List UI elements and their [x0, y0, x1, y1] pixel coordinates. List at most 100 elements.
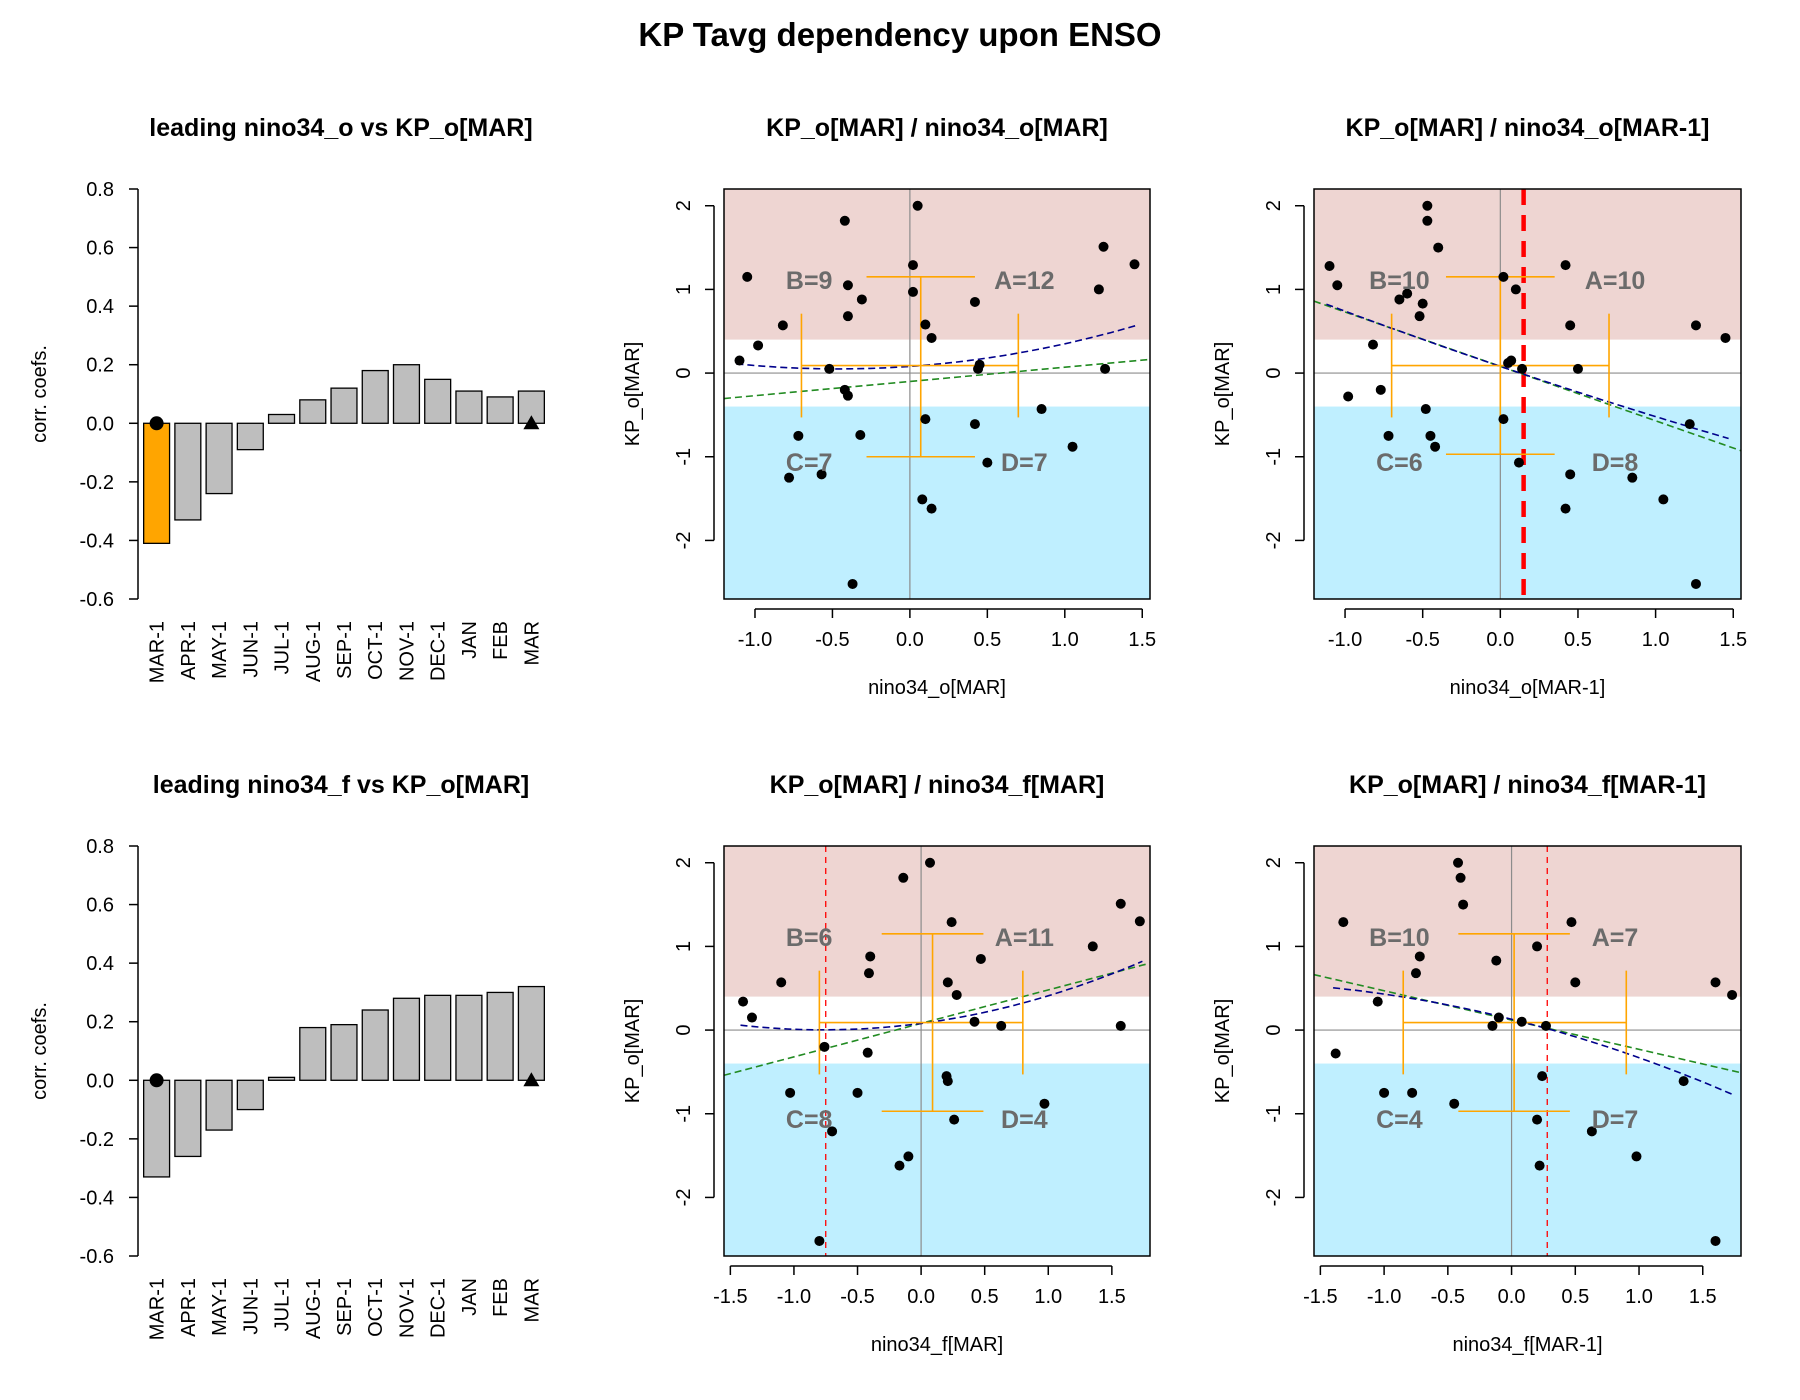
plot-area — [724, 846, 1150, 1256]
y-tick-label: -1 — [1263, 448, 1285, 466]
data-point — [734, 355, 745, 366]
quadratic-fit — [736, 324, 1138, 370]
x-tick-label: SEP-1 — [334, 621, 356, 679]
data-point — [1100, 363, 1111, 374]
x-tick-label: -0.5 — [815, 629, 849, 651]
x-tick-label: 0.0 — [1498, 1286, 1526, 1308]
panel-title: KP_o[MAR] / nino34_o[MAR] — [766, 114, 1108, 142]
y-tick-label: 0.4 — [86, 296, 114, 318]
x-tick-label: MAY-1 — [209, 1278, 231, 1336]
y-tick-label: 1 — [1263, 284, 1285, 295]
y-tick-label: -0.4 — [80, 1187, 114, 1209]
data-point — [746, 1012, 757, 1023]
panel-6: KP_o[MAR] / nino34_f[MAR-1] A=7 B=10 C=4 D=7… — [1212, 771, 1742, 1356]
y-tick-label: -2 — [1263, 1189, 1285, 1207]
panel-3: KP_o[MAR] / nino34_o[MAR-1] A=10 B=10 C=6 D=… — [1212, 114, 1747, 699]
data-point — [1414, 311, 1425, 322]
data-point — [1379, 1087, 1390, 1098]
data-point — [982, 457, 993, 468]
data-point — [1453, 857, 1464, 868]
y-tick-label: 0.8 — [86, 836, 114, 858]
data-point — [816, 469, 827, 480]
data-point — [942, 1076, 953, 1087]
data-point — [969, 296, 980, 307]
panel-2: KP_o[MAR] / nino34_o[MAR] A=12 B=9 C=7 D=7 -1… — [622, 114, 1156, 699]
x-tick-label: 1.0 — [1034, 1286, 1062, 1308]
y-tick-label: 0 — [673, 368, 695, 379]
data-point — [1332, 280, 1343, 291]
data-point — [1498, 414, 1509, 425]
bar-JAN — [455, 994, 483, 1081]
data-point — [1115, 1020, 1126, 1031]
x-axis-label: nino34_o[MAR] — [868, 677, 1006, 699]
quadrant-label-D: D=7 — [1592, 1106, 1639, 1134]
data-point — [1537, 1071, 1548, 1082]
data-point — [842, 311, 853, 322]
quadrant-label-D: D=8 — [1592, 449, 1639, 477]
data-point — [1491, 955, 1502, 966]
data-point — [1710, 1235, 1721, 1246]
plot-frame — [723, 845, 1151, 1257]
data-point — [852, 1087, 863, 1098]
x-axis-label: nino34_f[MAR] — [871, 1334, 1003, 1356]
data-point — [1067, 441, 1078, 452]
data-point — [907, 260, 918, 271]
data-point — [1414, 951, 1425, 962]
quadratic-fit — [1326, 303, 1729, 440]
data-point — [996, 1020, 1007, 1031]
data-point — [855, 430, 866, 440]
y-tick-label: 0.2 — [86, 1012, 114, 1034]
x-tick-label: AUG-1 — [303, 1278, 325, 1339]
y-axis-label: corr. coefs. — [29, 345, 51, 443]
x-tick-label: -0.5 — [1431, 1286, 1465, 1308]
data-point — [842, 280, 853, 291]
data-point — [1098, 241, 1109, 252]
plot-area — [1314, 189, 1741, 599]
linear-fit — [1314, 973, 1741, 1074]
x-tick-label: 1.5 — [1098, 1286, 1126, 1308]
panel-title: leading nino34_o vs KP_o[MAR] — [149, 114, 532, 142]
bar-OCT-1 — [361, 369, 389, 424]
bar-NOV-1 — [392, 364, 421, 424]
data-point — [1540, 1020, 1551, 1031]
bar-AUG-1 — [299, 1026, 327, 1081]
data-point — [1410, 968, 1421, 979]
quadrant-label-D: D=7 — [1001, 449, 1048, 477]
bar-AUG-1 — [299, 399, 327, 424]
x-tick-label: 1.0 — [1625, 1286, 1653, 1308]
bar-MAY-1 — [205, 422, 233, 495]
data-point — [1560, 503, 1571, 514]
x-tick-label: SEP-1 — [334, 1278, 356, 1336]
quadrant-label-C: C=6 — [1376, 449, 1423, 477]
data-point — [1338, 917, 1349, 928]
data-point — [862, 1047, 873, 1058]
upper-band — [1314, 846, 1741, 997]
data-point — [1565, 320, 1576, 331]
x-tick-label: DEC-1 — [428, 1278, 450, 1338]
data-point — [925, 857, 936, 868]
y-tick-label: 1 — [673, 284, 695, 295]
x-tick-label: OCT-1 — [365, 1278, 387, 1337]
x-tick-label: -1.5 — [1303, 1286, 1337, 1308]
data-point — [1375, 384, 1386, 395]
data-point — [753, 340, 764, 351]
x-tick-label: -1.0 — [1328, 629, 1362, 651]
y-axis-label: KP_o[MAR] — [622, 342, 644, 446]
x-tick-label: JAN — [459, 621, 481, 659]
data-point — [1720, 332, 1731, 343]
data-point — [1420, 404, 1431, 415]
x-tick-label: DEC-1 — [428, 621, 450, 681]
last-marker — [523, 415, 540, 430]
data-point — [1727, 989, 1738, 1000]
quadrant-label-A: A=10 — [1585, 267, 1645, 295]
data-point — [1407, 1087, 1418, 1098]
data-point — [1036, 404, 1047, 415]
data-point — [1516, 1016, 1527, 1027]
data-point — [1684, 419, 1695, 430]
data-point — [974, 359, 985, 370]
data-point — [1430, 441, 1441, 452]
bar-APR-1 — [174, 422, 202, 521]
data-point — [951, 989, 962, 1000]
data-point — [1372, 996, 1383, 1007]
